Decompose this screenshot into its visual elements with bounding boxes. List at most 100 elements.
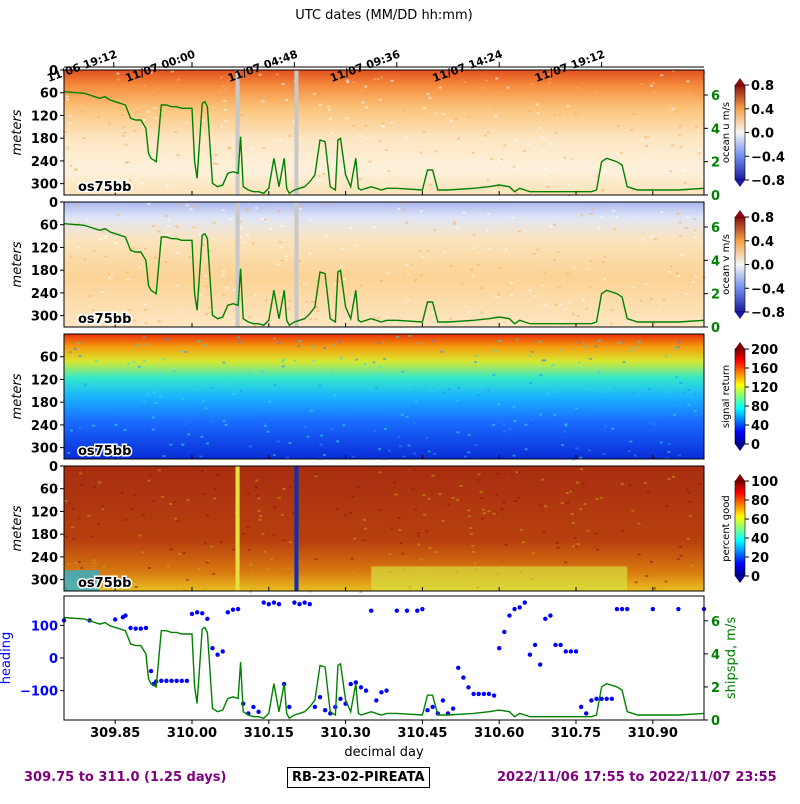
heatmap-texture	[433, 229, 437, 232]
heatmap-texture	[456, 431, 460, 434]
heatmap-texture	[67, 563, 71, 566]
y-tick-label: 180	[31, 264, 58, 279]
heatmap-texture	[364, 106, 368, 109]
heatmap-texture	[103, 237, 107, 240]
heatmap-texture	[91, 375, 95, 378]
heatmap-texture	[86, 454, 90, 457]
heatmap-texture	[372, 226, 376, 229]
heatmap-texture	[388, 553, 392, 556]
heatmap-texture	[280, 293, 284, 296]
heatmap-texture	[195, 205, 199, 208]
heading-point	[548, 613, 553, 618]
heatmap-texture	[167, 225, 171, 228]
heading-point	[312, 704, 318, 710]
heatmap-texture	[615, 216, 619, 219]
heatmap-texture	[185, 578, 189, 581]
heatmap-texture	[620, 340, 624, 343]
heading-point	[522, 600, 527, 605]
heatmap-texture	[601, 189, 605, 192]
low-quality-patch	[64, 570, 100, 591]
heatmap-texture	[202, 244, 206, 247]
heatmap-texture	[474, 444, 478, 447]
heatmap-texture	[154, 117, 158, 120]
y-tick-label: 0	[49, 64, 58, 79]
heatmap-texture	[136, 111, 140, 114]
heatmap-texture	[162, 455, 166, 458]
heatmap-texture	[222, 361, 226, 364]
heatmap-texture	[210, 107, 214, 110]
heatmap-texture	[377, 341, 381, 344]
heatmap-texture	[425, 530, 429, 533]
heatmap-texture	[519, 528, 523, 531]
heatmap-texture	[116, 213, 120, 216]
heatmap-texture	[67, 451, 71, 454]
colorbar-tick-label: 80	[751, 494, 769, 509]
heatmap-texture	[589, 213, 593, 216]
heatmap-texture	[534, 294, 538, 297]
heatmap-texture	[342, 424, 346, 427]
heatmap-texture	[428, 106, 432, 109]
heatmap-texture	[490, 158, 494, 161]
heatmap-texture	[133, 494, 137, 497]
heatmap-texture	[309, 318, 313, 321]
heatmap-texture	[464, 455, 468, 458]
heatmap-texture	[257, 497, 261, 500]
heatmap-texture	[305, 300, 309, 303]
heading-point	[619, 606, 625, 612]
heatmap-texture	[551, 364, 555, 367]
heading-point	[210, 646, 215, 651]
panel-frame	[63, 333, 705, 460]
heatmap-texture	[281, 259, 285, 262]
heatmap-texture	[77, 561, 81, 564]
heatmap-texture	[492, 424, 496, 427]
heatmap-texture	[160, 495, 164, 498]
heading-point	[589, 698, 594, 703]
heatmap-texture	[558, 113, 562, 116]
heatmap-texture	[579, 508, 583, 511]
colorbar-extend-top	[735, 474, 745, 481]
heading-point	[123, 613, 128, 618]
heatmap-texture	[239, 227, 243, 230]
heatmap-texture	[114, 179, 118, 182]
heading-point	[676, 606, 681, 612]
heatmap-texture	[700, 176, 704, 179]
heatmap-texture	[614, 408, 618, 411]
heatmap-texture	[140, 182, 144, 185]
heatmap-texture	[560, 443, 564, 446]
heatmap-texture	[292, 512, 296, 515]
heatmap-texture	[176, 251, 180, 254]
heatmap-texture	[471, 151, 475, 154]
heatmap-texture	[284, 258, 288, 261]
heatmap-texture	[677, 274, 681, 277]
heatmap-texture	[100, 291, 104, 294]
heatmap-texture	[173, 500, 177, 503]
heatmap-texture	[277, 341, 281, 344]
heatmap-texture	[340, 265, 344, 268]
heatmap-texture	[123, 131, 127, 134]
heatmap-texture	[93, 486, 97, 489]
heatmap-texture	[667, 270, 671, 273]
heatmap-texture	[500, 508, 504, 511]
heatmap-texture	[556, 325, 560, 328]
heatmap-texture	[384, 149, 388, 152]
heatmap-texture	[580, 214, 584, 217]
heatmap-texture	[100, 505, 104, 508]
ship-speed-overlay-line	[63, 223, 705, 327]
heatmap-texture	[70, 429, 74, 432]
heatmap-texture	[667, 391, 671, 394]
heatmap-texture	[595, 175, 599, 178]
heading-point	[440, 698, 446, 703]
heatmap-texture	[189, 208, 193, 211]
heatmap-texture	[643, 136, 647, 139]
heatmap-texture	[266, 430, 270, 433]
heatmap-texture	[524, 448, 528, 451]
heatmap-texture	[568, 159, 572, 162]
heatmap-texture	[359, 284, 363, 287]
heatmap-texture	[131, 247, 135, 250]
heatmap-texture	[143, 118, 147, 121]
colorbar-label: percent good	[721, 495, 732, 561]
heatmap-texture	[251, 242, 255, 245]
heatmap-texture	[653, 587, 657, 590]
heading-point	[169, 678, 174, 684]
